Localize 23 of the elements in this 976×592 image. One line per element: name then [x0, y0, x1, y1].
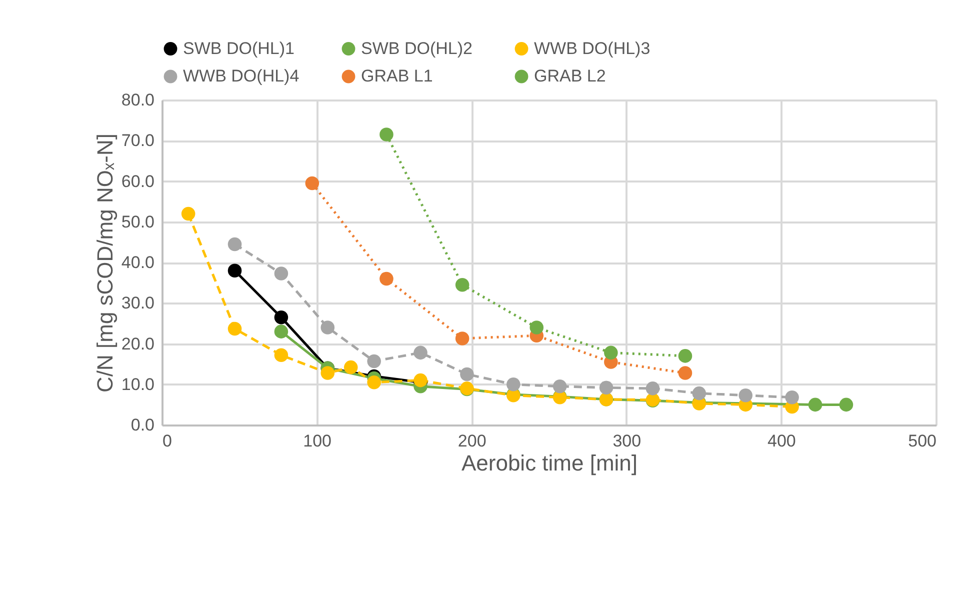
- y-tick-label: 10.0: [121, 374, 154, 394]
- y-tick-label: 0.0: [130, 416, 154, 434]
- y-tick-label: 20.0: [121, 334, 154, 354]
- y-tick-label: 30.0: [121, 294, 154, 313]
- legend-label: SWB DO(HL)2: [361, 38, 472, 58]
- x-tick-label: 0: [162, 432, 172, 450]
- y-tick-label: 70.0: [121, 131, 154, 150]
- x-tick-label: 300: [612, 432, 642, 450]
- y-axis-title: C/N [mg sCOD/mg NOₓ-N]: [92, 133, 118, 393]
- y-tick-label: 60.0: [121, 172, 154, 191]
- legend-label: WWB DO(HL)3: [534, 38, 650, 58]
- legend-label: GRAB L2: [534, 66, 606, 86]
- x-tick-label: 200: [458, 432, 486, 450]
- legend-label: GRAB L1: [361, 66, 433, 86]
- x-tick-label: 500: [908, 432, 936, 450]
- x-tick-label: 400: [768, 432, 796, 450]
- y-tick-label: 50.0: [121, 212, 154, 232]
- y-tick-label: 40.0: [121, 253, 154, 272]
- x-axis-title: Aerobic time [min]: [461, 450, 638, 476]
- legend-label: SWB DO(HL)1: [183, 38, 294, 58]
- legend-label: WWB DO(HL)4: [183, 66, 300, 86]
- x-tick-label: 100: [303, 432, 332, 450]
- y-tick-label: 80.0: [121, 90, 154, 110]
